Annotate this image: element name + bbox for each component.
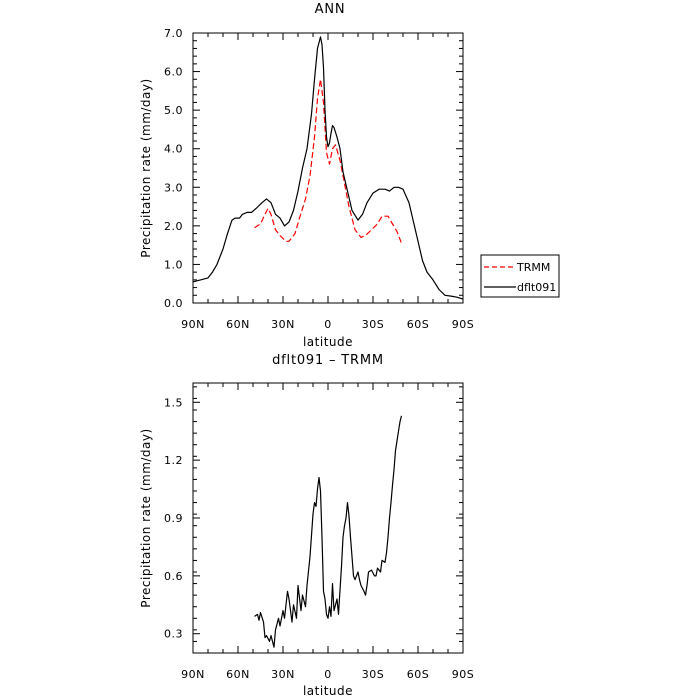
y-tick-label: 1.0 <box>164 258 183 271</box>
y-tick-label: 1.5 <box>164 396 183 409</box>
x-tick-label: 30N <box>271 668 295 681</box>
x-tick-label: 30S <box>362 668 384 681</box>
x-tick-label: 0 <box>324 318 332 331</box>
y-tick-label: 0.3 <box>164 628 183 641</box>
y-tick-label: 0.9 <box>164 512 183 525</box>
x-tick-label: 90S <box>452 318 474 331</box>
x-tick-label: 0 <box>324 668 332 681</box>
y-tick-label: 3.0 <box>164 181 183 194</box>
y-tick-label: 5.0 <box>164 104 183 117</box>
x-axis-label-top: latitude <box>303 335 353 349</box>
top-chart-panel: ANN latitude Precipitation rate (mm/day)… <box>139 2 474 349</box>
x-tick-label: 30S <box>362 318 384 331</box>
x-tick-label: 60S <box>407 668 429 681</box>
x-tick-label: 30N <box>271 318 295 331</box>
y-tick-label: 0.0 <box>164 297 183 310</box>
plot-frame-top <box>192 32 464 304</box>
chart-title-top: ANN <box>315 2 346 17</box>
legend: TRMM dflt091 <box>480 254 560 298</box>
bottom-chart-panel: dflt091 – TRMM latitude Precipitation ra… <box>139 353 474 698</box>
series-line-dflt091 <box>192 36 464 300</box>
series-line-trmm <box>254 78 403 244</box>
y-axis-label-bottom: Precipitation rate (mm/day) <box>139 428 153 607</box>
y-tick-label: 1.2 <box>164 454 183 467</box>
y-tick-label: 7.0 <box>164 27 183 40</box>
axis-ticks-bottom: 90N 60N 30N 0 30S 60S 90S 0.3 0.6 0.9 1.2 1.5 <box>164 383 474 681</box>
chart-title-bottom: dflt091 – TRMM <box>272 353 384 368</box>
x-tick-label: 90N <box>181 668 205 681</box>
y-tick-label: 0.6 <box>164 570 183 583</box>
x-tick-label: 90S <box>452 668 474 681</box>
x-axis-label-bottom: latitude <box>303 684 353 698</box>
series-line-difference <box>254 415 403 648</box>
x-tick-label: 60N <box>226 318 250 331</box>
x-tick-label: 60S <box>407 318 429 331</box>
y-axis-label-top: Precipitation rate (mm/day) <box>139 78 153 257</box>
x-tick-label: 60N <box>226 668 250 681</box>
plot-frame-bottom <box>192 382 464 654</box>
legend-box <box>480 254 560 298</box>
y-tick-label: 6.0 <box>164 66 183 79</box>
y-tick-label: 2.0 <box>164 220 183 233</box>
series-group-top <box>192 36 464 300</box>
legend-label-dflt091: dflt091 <box>517 281 556 294</box>
series-group-bottom <box>254 415 403 648</box>
legend-label-trmm: TRMM <box>516 261 550 274</box>
axis-ticks-top: 90N 60N 30N 0 30S 60S 90S 0.0 1.0 2.0 3.0 4.0 5.0 6.0… <box>164 27 474 331</box>
y-tick-label: 4.0 <box>164 143 183 156</box>
x-tick-label: 90N <box>181 318 205 331</box>
